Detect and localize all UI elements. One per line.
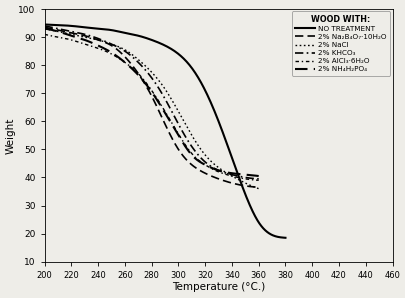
X-axis label: Temperature (°C.): Temperature (°C.) <box>171 283 264 292</box>
Y-axis label: Weight: Weight <box>6 117 15 153</box>
Legend: NO TREATMENT, 2% Na₂B₄O₇·10H₂O, 2% NaCl, 2% KHCO₃, 2% AlCl₃·6H₂O, 2% NH₄H₂PO₄: NO TREATMENT, 2% Na₂B₄O₇·10H₂O, 2% NaCl,… <box>291 11 389 76</box>
